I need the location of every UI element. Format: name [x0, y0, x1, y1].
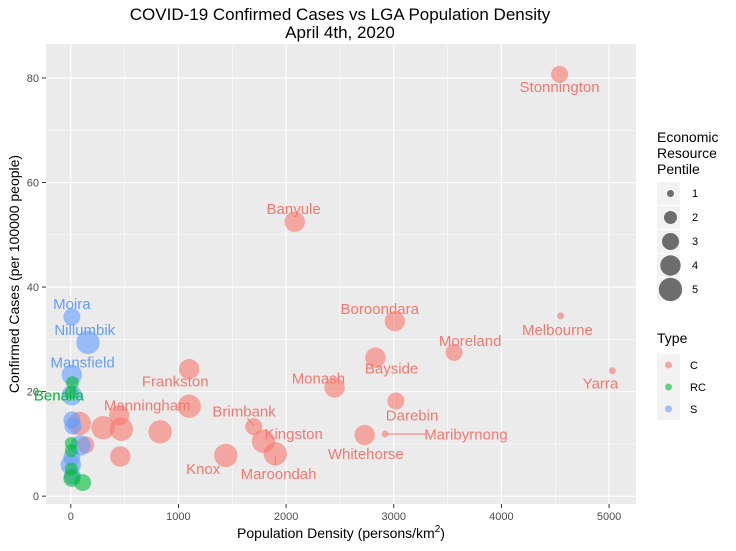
data-point — [365, 347, 386, 368]
data-point — [91, 415, 115, 440]
x-tick-label: 4000 — [489, 511, 513, 523]
legend-size-symbol — [660, 255, 681, 276]
x-axis-title-sup: 2 — [435, 524, 441, 535]
x-axis-title-end: ) — [440, 525, 445, 541]
data-point — [177, 394, 201, 418]
point-label: Knox — [186, 461, 221, 478]
point-labels: Stonnington Banyule Boroondara Melbourne Mor… — [34, 79, 619, 483]
point-label: Manningham — [104, 398, 191, 415]
data-point — [387, 392, 405, 410]
point-label: Moreland — [439, 333, 502, 350]
point-label: Boroondara — [341, 301, 420, 318]
data-point — [148, 420, 172, 444]
legend-size-symbol — [667, 190, 674, 197]
legend-size-symbol — [664, 211, 677, 224]
data-point — [354, 424, 375, 446]
point-label: Nillumbik — [54, 322, 115, 339]
plot-panel — [46, 44, 636, 504]
x-axis-title: Population Density (persons/km2) — [237, 524, 445, 541]
y-tick-label: 60 — [27, 178, 39, 190]
point-label: Stonnington — [520, 79, 600, 96]
legend-size: Economic Resource Pentile 1 2 3 4 5 — [657, 129, 718, 302]
legend-type-label: RC — [690, 382, 706, 394]
y-axis-title: Confirmed Cases (per 100000 people) — [6, 155, 22, 393]
x-tick-label: 1000 — [166, 511, 190, 523]
legend-type-symbol — [665, 405, 672, 413]
chart-subtitle: April 4th, 2020 — [285, 23, 395, 42]
axis-ticks: 0 1000 2000 3000 4000 5000 0 20 40 60 80 — [27, 73, 622, 523]
x-tick-label: 0 — [68, 511, 74, 523]
x-tick-label: 2000 — [274, 511, 298, 523]
y-tick-label: 40 — [27, 282, 39, 294]
legend-size-label: 4 — [692, 260, 698, 272]
data-point — [263, 442, 288, 466]
data-point — [109, 417, 134, 441]
data-point — [64, 417, 82, 435]
legend-size-title-3: Pentile — [657, 161, 700, 177]
legend-size-title-2: Resource — [657, 145, 717, 161]
data-point — [284, 211, 305, 232]
point-label: Monash — [292, 371, 345, 388]
data-point — [64, 386, 78, 400]
point-label: Maroondah — [241, 466, 317, 483]
legend-size-symbol — [662, 233, 679, 250]
legend-type-symbol — [665, 383, 672, 391]
data-points — [60, 65, 616, 492]
data-point — [324, 377, 345, 398]
point-label: Mansfield — [51, 354, 115, 371]
point-label: Brimbank — [212, 403, 276, 420]
legend-type-title: Type — [657, 330, 688, 346]
legend-type-symbol — [665, 361, 672, 369]
data-point — [384, 310, 406, 332]
point-label: Whitehorse — [328, 446, 404, 463]
legend-size-label: 3 — [692, 236, 698, 248]
data-point — [381, 430, 389, 438]
data-point — [110, 446, 131, 467]
data-point — [178, 358, 200, 380]
legend-type-label: S — [690, 404, 697, 416]
point-label: Benalla — [34, 387, 85, 404]
point-label: Darebin — [386, 408, 439, 425]
point-label: Banyule — [267, 201, 321, 218]
data-point — [608, 367, 616, 375]
legend-size-symbol — [658, 277, 683, 302]
point-label: Melbourne — [522, 322, 593, 339]
legend-size-label: 1 — [692, 188, 698, 200]
y-tick-label: 0 — [33, 491, 39, 503]
legend-type-label: C — [690, 360, 698, 372]
legend-type: Type C RC S — [657, 330, 706, 420]
point-label: Bayside — [365, 361, 418, 378]
legend-size-label: 5 — [692, 284, 698, 296]
point-label: Frankston — [142, 374, 209, 391]
legend-size-label: 2 — [692, 212, 698, 224]
x-tick-label: 5000 — [597, 511, 621, 523]
point-label: Kingston — [264, 426, 322, 443]
data-point — [76, 330, 100, 355]
y-tick-label: 80 — [27, 73, 39, 85]
point-label: Yarra — [583, 375, 619, 392]
point-label: Moira — [53, 296, 91, 313]
data-point — [74, 474, 92, 492]
data-point — [63, 308, 81, 326]
point-label: Maribyrnong — [424, 426, 507, 443]
y-tick-label: 20 — [27, 387, 39, 399]
data-point — [445, 343, 463, 361]
chart-title: COVID-19 Confirmed Cases vs LGA Populati… — [130, 5, 551, 24]
data-point — [551, 65, 569, 83]
x-axis-title-text: Population Density (persons/km — [237, 525, 435, 541]
data-point — [64, 444, 78, 458]
data-point — [65, 376, 79, 390]
data-point — [214, 443, 238, 468]
x-tick-label: 3000 — [382, 511, 406, 523]
data-point — [245, 418, 263, 436]
data-point — [557, 312, 565, 320]
legend-size-title-1: Economic — [657, 129, 718, 145]
